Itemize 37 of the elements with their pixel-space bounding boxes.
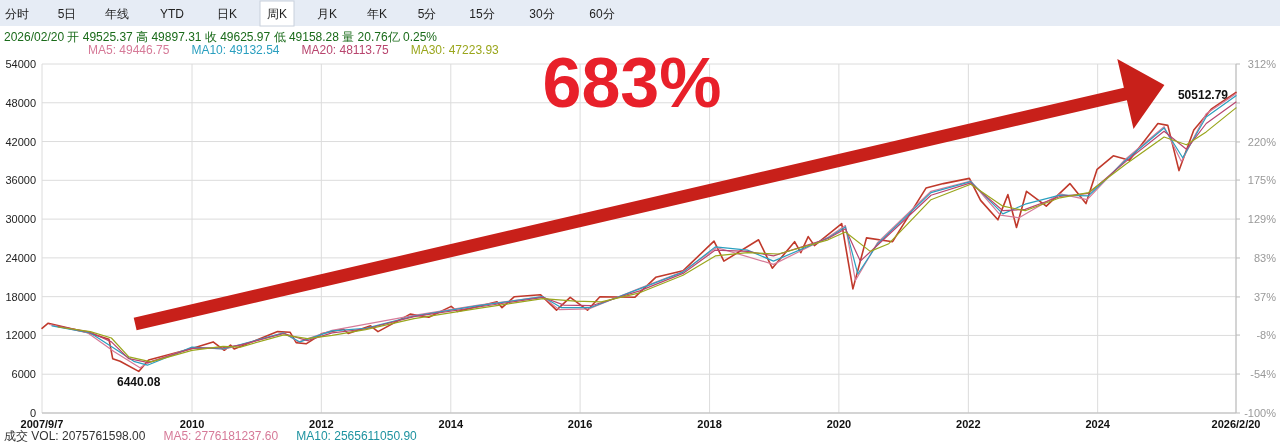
y2-tick-label: 312% [1247,58,1277,70]
y-tick-label: 48000 [5,96,36,109]
x-tick-label: 2010 [179,418,205,430]
y-tick-label: 36000 [5,174,36,187]
text: MA5: 2776181237.60 [163,429,279,443]
y2-tick-label: -8% [1256,329,1277,342]
text: 2026/02/20 开 49525.37 高 49897.31 收 49625.97 低 49158.28 量 20.76亿 0.25% [4,30,438,44]
y-tick-label: 30000 [5,213,36,226]
x-tick-label: 2020 [826,418,852,430]
y2-tick-label: -54% [1250,368,1277,381]
text: 成交 VOL: 2075761598.00 [4,429,146,443]
y2-tick-label: 220% [1247,135,1277,148]
x-tick-label: 2026/2/20 [1211,418,1261,430]
y2-tick-label: 129% [1247,213,1277,226]
x-tick-label: 2014 [438,418,464,430]
x-tick-label: 2024 [1085,418,1111,430]
annotation: 683% [542,44,722,122]
legend: MA5: 49446.75 MA10: 49132.54 MA20: 48113.75 MA30: 47223.93 [88,43,499,57]
y-tick-label: 0 [29,407,36,419]
y-tick-label: 18000 [5,290,36,303]
y2-tick-label: 37% [1253,290,1277,303]
x-tick-label: 2022 [956,418,981,430]
annotation: 50512.79 [1177,87,1229,102]
annotation: 6440.08 [117,375,161,390]
y-tick-label: 24000 [5,251,36,264]
y-tick-label: 54000 [5,58,36,70]
y2-tick-label: -100% [1244,407,1277,419]
x-tick-label: 2018 [697,418,722,430]
y2-tick-label: 83% [1253,251,1277,264]
x-tick-label: 2016 [567,418,593,430]
y2-tick-label: 175% [1247,174,1277,187]
x-tick-label: 2007/9/7 [20,418,64,430]
y-tick-label: 42000 [5,135,36,148]
y-tick-label: 6000 [11,368,36,381]
text: MA10: 2565611050.90 [296,429,418,443]
y-tick-label: 12000 [5,329,36,342]
x-tick-label: 2012 [309,418,334,430]
